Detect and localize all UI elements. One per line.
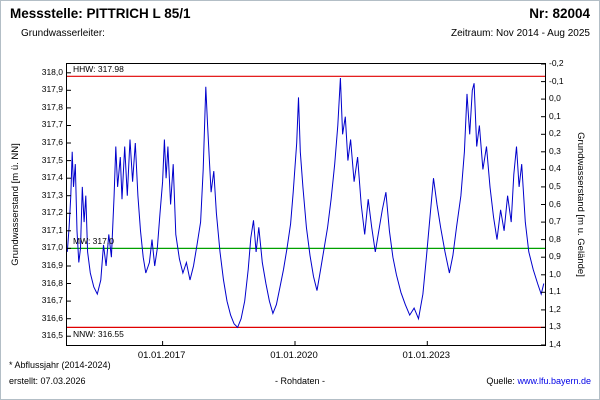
- nnw-label: NNW: 316.55: [73, 329, 124, 340]
- plot-area: HHW: 317.98 MW: 317.0 NNW: 316.55: [66, 63, 546, 346]
- y-tick-label-left: 317,7: [41, 119, 63, 130]
- source: Quelle: www.lfu.bayern.de: [486, 376, 591, 386]
- chart-canvas: [67, 64, 545, 345]
- page-title: Messstelle: PITTRICH L 85/1: [10, 6, 191, 21]
- y-tick-label-right: 0,6: [549, 198, 561, 209]
- footnote: * Abflussjahr (2014-2024): [9, 360, 111, 370]
- y-tick-label-left: 317,2: [41, 207, 63, 218]
- y-tick-label-right: 0,0: [549, 93, 561, 104]
- y-tick-label-right: 1,3: [549, 321, 561, 332]
- y-tick-label-left: 317,6: [41, 137, 63, 148]
- y-tick-label-left: 318,0: [41, 66, 63, 77]
- y-tick-label-left: 317,5: [41, 154, 63, 165]
- y-tick-label-right: -0,1: [549, 75, 564, 86]
- y-tick-label-right: 0,5: [549, 180, 561, 191]
- y-tick-label-right: 0,1: [549, 110, 561, 121]
- period-label: Zeitraum: Nov 2014 - Aug 2025: [451, 28, 590, 39]
- y-tick-label-right: 0,7: [549, 216, 561, 227]
- y-tick-label-right: 1,1: [549, 286, 561, 297]
- y-axis-left-labels: 318,0 317,9 317,8 317,7 317,6 317,5 317,4 317,3…: [31, 63, 63, 346]
- y-tick-label-right: 1,4: [549, 339, 561, 349]
- x-tick-label: 01.01.2023: [402, 350, 451, 361]
- rohdaten-label: - Rohdaten -: [274, 376, 326, 386]
- y-tick-label-left: 316,8: [41, 277, 63, 288]
- y-tick-label-right: 0,9: [549, 251, 561, 262]
- y-tick-label-left: 317,0: [41, 242, 63, 253]
- created-date: erstellt: 07.03.2026: [9, 376, 86, 386]
- y-tick-label-right: 0,2: [549, 128, 561, 139]
- station-number: Nr: 82004: [529, 6, 590, 21]
- y-tick-label-left: 317,4: [41, 172, 63, 183]
- y-axis-title-left: Grundwasserstand [m ü. NN]: [10, 143, 21, 266]
- hhw-label: HHW: 317.98: [73, 64, 124, 75]
- y-axis-right-labels: -0,2 -0,1 0,0 0,1 0,2 0,3 0,4 0,5 0,6 0,7 0,8 0,9 1,…: [549, 58, 577, 349]
- y-tick-label-left: 316,5: [41, 330, 63, 341]
- y-tick-label-left: 317,9: [41, 84, 63, 95]
- x-tick-label: 01.01.2020: [270, 350, 318, 361]
- source-label: Quelle:: [486, 376, 515, 386]
- x-tick-label: 01.01.2017: [137, 350, 186, 361]
- y-tick-label-right: 0,8: [549, 233, 561, 244]
- y-tick-label-right: 1,0: [549, 268, 561, 279]
- y-tick-label-left: 317,8: [41, 101, 63, 112]
- x-axis-labels: 01.01.2017 01.01.2020 01.01.2023: [66, 350, 546, 362]
- y-tick-label-left: 316,9: [41, 259, 63, 270]
- y-tick-label-right: 0,3: [549, 145, 561, 156]
- y-tick-label-left: 316,7: [41, 295, 63, 306]
- mw-label: MW: 317.0: [73, 236, 114, 247]
- y-tick-label-left: 317,3: [41, 189, 63, 200]
- y-tick-label-right: 0,4: [549, 163, 561, 174]
- y-tick-label-left: 317,1: [41, 224, 63, 235]
- y-tick-label-left: 316,6: [41, 312, 63, 323]
- y-tick-label-right: -0,2: [549, 58, 564, 68]
- source-link[interactable]: www.lfu.bayern.de: [517, 376, 591, 386]
- y-tick-label-right: 1,2: [549, 303, 561, 314]
- aquifer-label: Grundwasserleiter:: [21, 28, 105, 39]
